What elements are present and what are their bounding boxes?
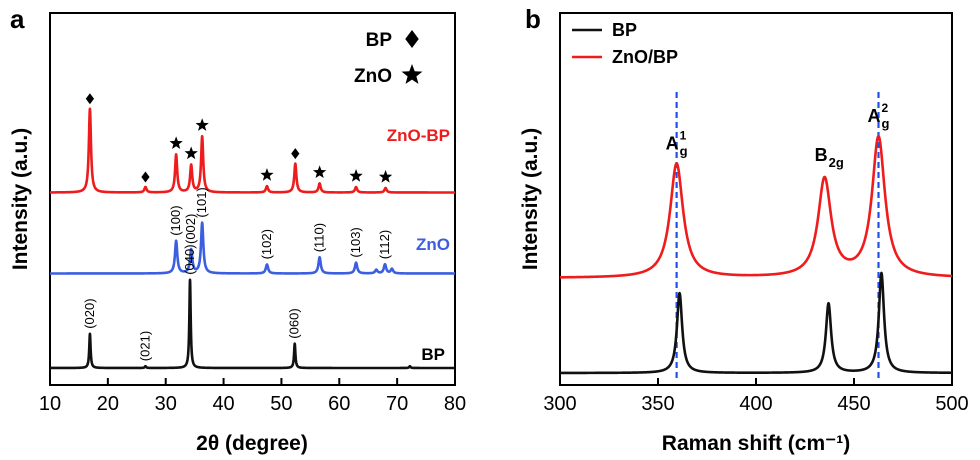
x-tick-label: 350: [641, 393, 674, 415]
legend-label-zno-bp: ZnO/BP: [612, 47, 678, 67]
panel-a-peak-markers: [85, 93, 393, 183]
legend-label-bp: BP: [366, 30, 393, 51]
legend-label-zno: ZnO: [354, 66, 392, 87]
panel-b-x-ticks: 300 350 400 450 500: [543, 378, 969, 415]
series-line-bp: [558, 271, 954, 375]
panel-a-x-ticks: 10 20 30 40 50 60 70 80: [39, 378, 466, 415]
mode-label: B 2g: [815, 145, 844, 170]
series-line-bp: [48, 278, 457, 370]
legend-diamond-icon: [405, 30, 419, 48]
peak-marker-star: [184, 146, 198, 160]
x-tick-label: 80: [444, 393, 466, 415]
x-tick-label: 10: [39, 393, 61, 415]
series-line-zno: [48, 221, 457, 275]
x-tick-label: 60: [328, 393, 350, 415]
peak-index-label: (112): [377, 230, 392, 259]
x-tick-label: 400: [739, 393, 772, 415]
peak-marker-star: [378, 169, 393, 183]
peak-marker-star: [312, 165, 327, 179]
peak-marker-star: [195, 118, 209, 131]
peak-index-label: (101): [194, 187, 209, 217]
x-tick-label: 450: [837, 393, 870, 415]
x-tick-label: 300: [543, 393, 576, 415]
legend-star-icon: [401, 64, 423, 84]
panel-b-label: b: [525, 4, 541, 34]
mode-label-main: A: [666, 133, 679, 153]
panel-a-x-axis-title: 2θ (degree): [196, 432, 308, 455]
panel-a-series: [48, 107, 457, 370]
peak-index-label: (020): [82, 298, 97, 328]
panel-b-frame: [559, 12, 953, 386]
peak-marker-diamond: [85, 93, 95, 105]
panel-a-y-axis-title: Intensity (a.u.): [9, 128, 32, 270]
peak-marker-star: [169, 136, 183, 149]
series-name-zno: ZnO: [416, 235, 450, 254]
panel-b-reference-lines: [675, 90, 880, 378]
x-tick-label: 70: [386, 393, 408, 415]
series-name-bp: BP: [421, 345, 445, 364]
peak-index-label: (110): [312, 223, 327, 252]
panel-b-y-axis-title: Intensity (a.u.): [519, 128, 542, 270]
x-tick-label: 30: [155, 393, 177, 415]
panel-a-legend: BP ZnO: [354, 30, 423, 87]
panel-a-label: a: [10, 4, 25, 34]
mode-label-subscript: g: [680, 143, 688, 158]
peak-index-label: (102): [259, 229, 274, 259]
x-tick-label: 40: [212, 393, 234, 415]
peak-marker-diamond: [141, 171, 150, 183]
series-name-zno-bp: ZnO-BP: [387, 126, 450, 145]
panel-b-series: [558, 134, 954, 375]
panel-b-x-axis-title: Raman shift (cm⁻¹): [662, 432, 850, 455]
mode-label-main: A: [868, 106, 881, 126]
peak-index-label: (040): [182, 244, 197, 274]
panel-a: a 10 20 30 40 50 60 70 80 (100) (002)(101)(102)(…: [9, 4, 466, 455]
series-line-zno-bp: [558, 134, 954, 279]
peak-marker-diamond: [291, 148, 300, 160]
peak-index-label: (103): [348, 227, 363, 257]
panel-a-frame: [49, 12, 456, 386]
peak-index-label: (060): [287, 308, 302, 338]
peak-index-label: (021): [138, 331, 153, 361]
peak-index-label: (100): [168, 205, 183, 235]
x-tick-label: 50: [270, 393, 292, 415]
panel-a-peak-labels: (100) (002)(101) (102) (110) (103) (112) (020)…: [82, 187, 392, 361]
x-tick-label: 500: [935, 393, 968, 415]
peak-marker-star: [349, 169, 363, 182]
mode-label-superscript: 2: [882, 101, 889, 115]
peak-index-label: (002): [183, 214, 198, 244]
panel-b-legend: BP ZnO/BP: [572, 20, 678, 67]
series-line-zno-bp: [48, 107, 457, 194]
panel-a-series-names: ZnO-BP ZnO BP: [387, 126, 450, 364]
mode-label-subscript: g: [882, 116, 890, 131]
mode-label-main: B: [815, 145, 828, 165]
x-tick-label: 20: [97, 393, 119, 415]
legend-label-bp: BP: [612, 20, 637, 40]
peak-marker-star: [260, 168, 274, 181]
mode-label-subscript: 2g: [829, 155, 844, 170]
mode-label-superscript: 1: [680, 128, 687, 142]
